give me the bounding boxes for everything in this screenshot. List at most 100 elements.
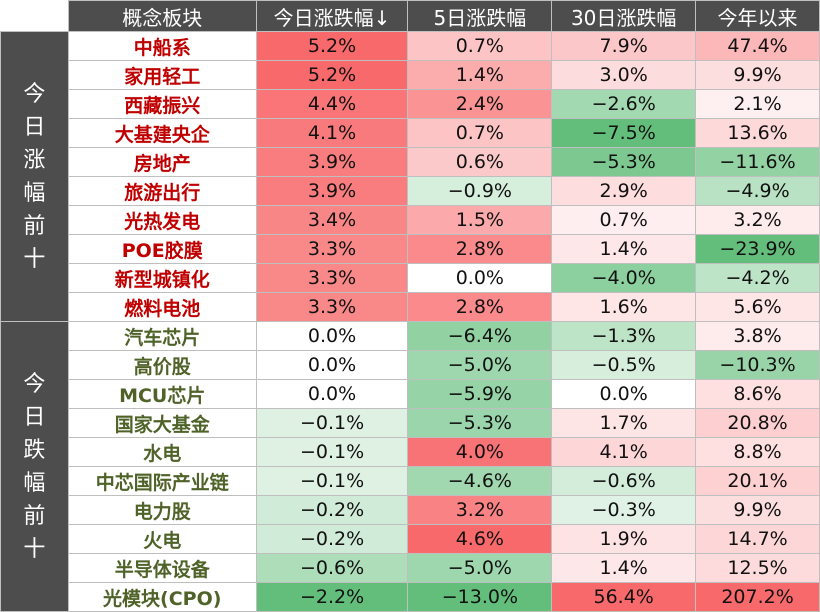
concept-name-cell[interactable]: 高价股 (67, 350, 257, 380)
table-row[interactable]: 中芯国际产业链 −0.1% −4.6% −0.6% 20.1% (1, 466, 820, 496)
value-cell-ytd: 12.5% (695, 553, 820, 583)
table-row[interactable]: 旅游出行 3.9% −0.9% 2.9% −4.9% (1, 176, 820, 206)
concept-name-cell[interactable]: 国家大基金 (67, 408, 257, 438)
value-cell-today: −0.2% (255, 524, 409, 554)
value-cell-ytd: −23.9% (695, 234, 820, 264)
table-row[interactable]: 西藏振兴 4.4% 2.4% −2.6% 2.1% (1, 89, 820, 119)
value-cell-ytd: 9.9% (695, 495, 820, 525)
concept-name-cell[interactable]: 中船系 (67, 31, 257, 61)
value-cell-5day: −5.9% (407, 379, 553, 409)
value-cell-30day: 4.1% (551, 437, 697, 467)
concept-name-cell[interactable]: 燃料电池 (67, 292, 257, 322)
concept-name-cell[interactable]: 中芯国际产业链 (67, 466, 257, 496)
value-cell-30day: 1.6% (551, 292, 697, 322)
value-cell-today: 3.3% (255, 263, 409, 293)
value-cell-5day: 3.2% (407, 495, 553, 525)
value-cell-ytd: 20.8% (695, 408, 820, 438)
header-30day-change[interactable]: 30日涨跌幅 (551, 0, 697, 32)
value-cell-30day: 1.9% (551, 524, 697, 554)
table-row[interactable]: 房地产 3.9% 0.6% −5.3% −11.6% (1, 147, 820, 177)
value-cell-ytd: 13.6% (695, 118, 820, 148)
value-cell-5day: 0.0% (407, 263, 553, 293)
concept-name-cell[interactable]: 光模块(CPO) (67, 582, 257, 612)
table-row[interactable]: 高价股 0.0% −5.0% −0.5% −10.3% (1, 350, 820, 380)
value-cell-5day: 2.8% (407, 234, 553, 264)
value-cell-ytd: −11.6% (695, 147, 820, 177)
table-row[interactable]: 水电 −0.1% 4.0% 4.1% 8.8% (1, 437, 820, 467)
value-cell-30day: −2.6% (551, 89, 697, 119)
value-cell-5day: −0.9% (407, 176, 553, 206)
value-cell-5day: −13.0% (407, 582, 553, 612)
table-row[interactable]: POE胶膜 3.3% 2.8% 1.4% −23.9% (1, 234, 820, 264)
concept-name-cell[interactable]: 电力股 (67, 495, 257, 525)
table-row[interactable]: 燃料电池 3.3% 2.8% 1.6% 5.6% (1, 292, 820, 322)
concept-name-cell[interactable]: 大基建央企 (67, 118, 257, 148)
table-row[interactable]: MCU芯片 0.0% −5.9% 0.0% 8.6% (1, 379, 820, 409)
value-cell-ytd: 8.6% (695, 379, 820, 409)
value-cell-ytd: −4.9% (695, 176, 820, 206)
value-cell-5day: −5.0% (407, 553, 553, 583)
value-cell-30day: 7.9% (551, 31, 697, 61)
value-cell-ytd: 8.8% (695, 437, 820, 467)
concept-name-cell[interactable]: 旅游出行 (67, 176, 257, 206)
value-cell-today: 3.4% (255, 205, 409, 235)
table-row[interactable]: 光热发电 3.4% 1.5% 0.7% 3.2% (1, 205, 820, 235)
header-ytd-change[interactable]: 今年以来 (695, 0, 820, 32)
table-row[interactable]: 半导体设备 −0.6% −5.0% 1.4% 12.5% (1, 553, 820, 583)
value-cell-today: 3.9% (255, 176, 409, 206)
header-concept[interactable]: 概念板块 (67, 0, 257, 32)
header-today-change[interactable]: 今日涨跌幅↓ (255, 0, 409, 32)
table-row[interactable]: 国家大基金 −0.1% −5.3% 1.7% 20.8% (1, 408, 820, 438)
table-row[interactable]: 电力股 −0.2% 3.2% −0.3% 9.9% (1, 495, 820, 525)
concept-name-cell[interactable]: 房地产 (67, 147, 257, 177)
value-cell-5day: 1.4% (407, 60, 553, 90)
concept-name-cell[interactable]: 新型城镇化 (67, 263, 257, 293)
concept-name-cell[interactable]: 火电 (67, 524, 257, 554)
table-row[interactable]: 今日跌幅前十汽车芯片 0.0% −6.4% −1.3% 3.8% (0, 321, 820, 612)
concept-name-cell[interactable]: 西藏振兴 (67, 89, 257, 119)
header-5day-change[interactable]: 5日涨跌幅 (407, 0, 553, 32)
concept-name-cell[interactable]: 光热发电 (67, 205, 257, 235)
value-cell-5day: −6.4% (407, 321, 553, 351)
value-cell-30day: −7.5% (551, 118, 697, 148)
value-cell-30day: 3.0% (551, 60, 697, 90)
value-cell-5day: −4.6% (407, 466, 553, 496)
value-cell-today: 3.3% (255, 292, 409, 322)
value-cell-30day: −5.3% (551, 147, 697, 177)
value-cell-30day: 1.4% (551, 553, 697, 583)
value-cell-ytd: 14.7% (695, 524, 820, 554)
table-row[interactable]: 今日涨幅前十中船系 5.2% 0.7% 7.9% 47.4% (0, 31, 820, 322)
value-cell-ytd: 2.1% (695, 89, 820, 119)
table-row[interactable]: 家用轻工 5.2% 1.4% 3.0% 9.9% (1, 60, 820, 90)
value-cell-ytd: 9.9% (695, 60, 820, 90)
value-cell-ytd: −10.3% (695, 350, 820, 380)
value-cell-ytd: 47.4% (695, 31, 820, 61)
value-cell-30day: −4.0% (551, 263, 697, 293)
value-cell-5day: 0.6% (407, 147, 553, 177)
concept-name-cell[interactable]: MCU芯片 (67, 379, 257, 409)
concept-name-cell[interactable]: POE胶膜 (67, 234, 257, 264)
group-label-top-gainers: 今日涨幅前十 (0, 31, 69, 322)
concept-name-cell[interactable]: 半导体设备 (67, 553, 257, 583)
value-cell-today: −0.2% (255, 495, 409, 525)
value-cell-5day: 1.5% (407, 205, 553, 235)
table-row[interactable]: 大基建央企 4.1% 0.7% −7.5% 13.6% (1, 118, 820, 148)
table-row[interactable]: 火电 −0.2% 4.6% 1.9% 14.7% (1, 524, 820, 554)
value-cell-ytd: 5.6% (695, 292, 820, 322)
value-cell-today: 3.9% (255, 147, 409, 177)
value-cell-5day: 4.0% (407, 437, 553, 467)
concept-name-cell[interactable]: 汽车芯片 (67, 321, 257, 351)
value-cell-ytd: 3.2% (695, 205, 820, 235)
value-cell-today: 5.2% (255, 31, 409, 61)
table-row[interactable]: 新型城镇化 3.3% 0.0% −4.0% −4.2% (1, 263, 820, 293)
header-corner (0, 0, 69, 32)
concept-name-cell[interactable]: 水电 (67, 437, 257, 467)
value-cell-5day: 2.8% (407, 292, 553, 322)
concept-name-cell[interactable]: 家用轻工 (67, 60, 257, 90)
value-cell-today: 5.2% (255, 60, 409, 90)
value-cell-5day: 0.7% (407, 118, 553, 148)
value-cell-today: −0.1% (255, 437, 409, 467)
table-row[interactable]: 光模块(CPO) −2.2% −13.0% 56.4% 207.2% (1, 582, 820, 612)
